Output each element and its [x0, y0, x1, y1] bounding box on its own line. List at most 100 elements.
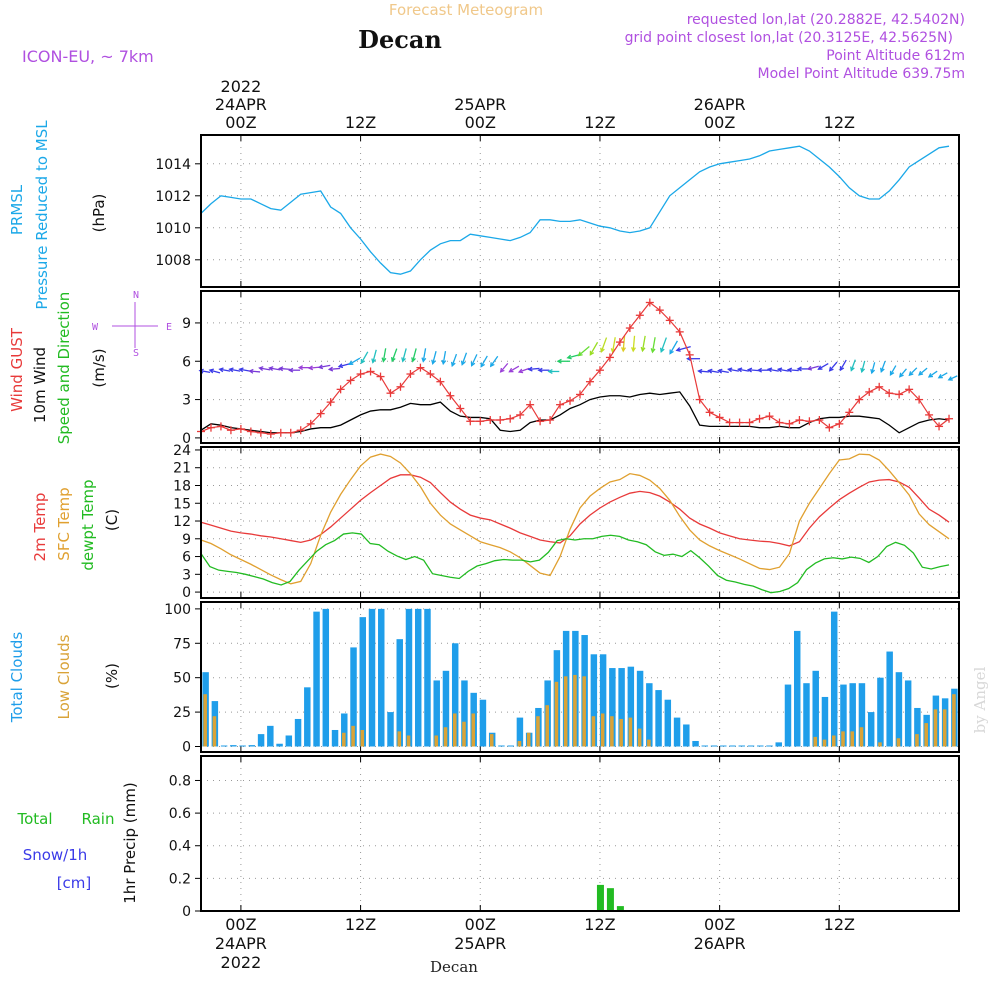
wind-arrow-head [258, 366, 264, 371]
wind-arrow-head [650, 348, 656, 354]
panel-frame [200, 601, 960, 753]
total-cloud-bar [618, 668, 625, 747]
wind-arrow-head [697, 368, 703, 374]
gust-marker [595, 366, 604, 375]
total-cloud-bar [248, 745, 256, 747]
compass-icon: N S W E [92, 290, 172, 359]
y-tick-label: 24 [173, 443, 191, 459]
total-cloud-bar [322, 608, 330, 747]
wind-arrow-icon [697, 368, 709, 374]
total-cloud-bar [886, 651, 893, 747]
point-altitude: Point Altitude 612m [826, 48, 965, 64]
total-cloud-bar [849, 683, 856, 747]
wind-arrow-icon [880, 360, 886, 373]
precip-label-cm: [cm] [57, 874, 92, 892]
top-date-label: 24APR [215, 95, 267, 114]
wind-arrow-icon [669, 340, 678, 355]
wind-arrow-icon [441, 350, 447, 366]
gust-marker [496, 416, 505, 425]
wind-arrow-head [786, 367, 793, 373]
wind-arrow-head [208, 368, 214, 374]
wind-arrow-head [806, 365, 813, 371]
wind-arrow-shaft [329, 367, 341, 371]
wind-arrow-head [796, 366, 802, 372]
wind-arrow-head [899, 372, 904, 378]
wind-arrow-shaft [622, 335, 626, 352]
total-cloud-bar [599, 654, 607, 747]
wind-arrow-shaft [229, 368, 241, 372]
top-date-label: 26APR [694, 95, 746, 114]
wind-arrow-icon [327, 366, 341, 372]
wind-arrow-head [381, 357, 387, 363]
gust-marker [725, 418, 734, 427]
low-cloud-bar [831, 735, 836, 747]
total-cloud-bar [784, 684, 792, 747]
gust-marker [715, 413, 724, 422]
low-cloud-bar [915, 734, 919, 747]
wind-arrow-head [918, 370, 924, 376]
wind-arrow-head [348, 360, 354, 365]
wind-arrow-icon [776, 367, 789, 373]
wind-arrow-head [828, 366, 834, 372]
low-cloud-bar [924, 723, 928, 747]
wind-arrow-head [669, 349, 674, 355]
gust-marker [326, 398, 335, 407]
low-cloud-bar [489, 734, 494, 747]
gust-marker [645, 298, 654, 307]
total-cloud-bar [304, 687, 311, 747]
top-time-label: 12Z [584, 113, 615, 132]
temp-sfc-line [200, 453, 950, 585]
low-cloud-bar [203, 694, 207, 747]
gust-marker [406, 370, 415, 379]
total-cloud-bar [904, 680, 912, 747]
panel-frame [200, 134, 960, 288]
total-cloud-bar [757, 745, 764, 747]
wind-arrow-icon [918, 367, 928, 376]
gust-marker [765, 412, 774, 421]
gust-marker [815, 416, 824, 425]
gust-marker [795, 416, 804, 425]
y-tick-label: 1010 [155, 221, 191, 237]
wind-arrow-icon [817, 362, 829, 370]
y-tick-label: 15 [173, 496, 191, 512]
wind-arrow-shaft [861, 360, 866, 372]
wind-arrow-head [489, 362, 495, 368]
wind-arrow-icon [248, 368, 261, 374]
y-tick-label: 0.4 [169, 839, 191, 855]
y-tick-label: 6 [182, 354, 191, 370]
wind-arrow-head [327, 366, 334, 372]
wind-arrow-icon [589, 341, 599, 356]
low-cloud-bar [628, 717, 633, 747]
wind-arrow-head [947, 376, 953, 381]
y-tick-label: 0 [182, 585, 191, 601]
total-cloud-bar [877, 677, 884, 747]
gust-marker [266, 430, 275, 439]
bottom-time-label: 00Z [704, 915, 735, 934]
top-date-label: 25APR [454, 95, 506, 114]
wind-arrow-head [278, 366, 284, 372]
wind-arrow-head [566, 354, 572, 360]
y-tick-label: 9 [182, 316, 191, 332]
plot-layer: 1008101010121014036903691215182124025507… [155, 77, 960, 972]
wind-arrow-icon [268, 366, 281, 371]
gust-marker [855, 395, 864, 404]
wind-arrow-shaft [728, 368, 739, 372]
total-cloud-bar [350, 647, 357, 747]
wind-arrow-icon [707, 368, 719, 374]
wind-arrow-icon [517, 367, 530, 374]
wind-arrow-icon [218, 367, 231, 373]
clouds-label-1: Total Clouds [8, 632, 26, 724]
rain-bar [596, 884, 604, 911]
wind-arrow-head [307, 365, 314, 371]
wind-arrow-shaft [807, 365, 819, 370]
wind-arrow-shaft [676, 345, 691, 351]
low-cloud-bar [859, 727, 864, 747]
top-time-label: 00Z [465, 113, 496, 132]
wind-arrow-shaft [708, 369, 719, 374]
wind-arrow-head [317, 364, 324, 370]
bottom-date-label: 26APR [694, 934, 746, 953]
wind-arrow-head [937, 373, 943, 379]
wind-arrow-icon [508, 365, 520, 373]
dewpoint-line [200, 532, 950, 594]
bottom-time-label: 00Z [465, 915, 496, 934]
